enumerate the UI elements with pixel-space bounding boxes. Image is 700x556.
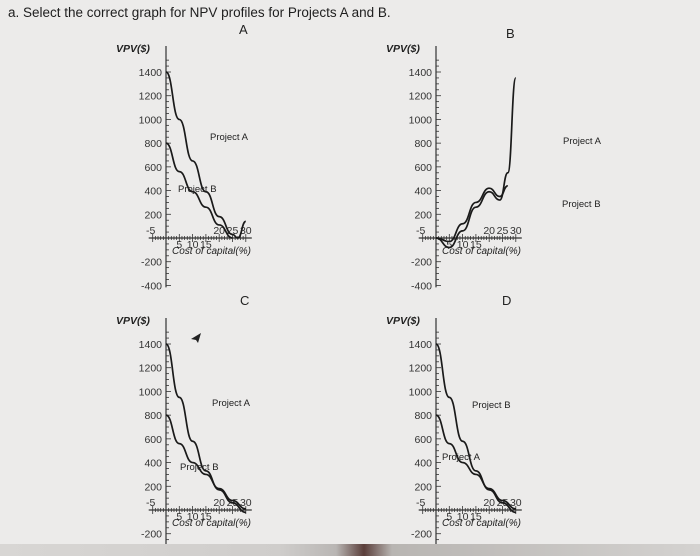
series-label: Project A (563, 136, 602, 147)
npv-chart-a[interactable]: VPV($) 1400 1200 1000 800 600 400 200 -200 -400 -5… (110, 40, 370, 292)
npv-chart-c[interactable]: VPV($)140012001000800600400200-200-400-5… (110, 312, 370, 556)
x-tick-label: 5 (446, 239, 452, 251)
y-tick-label: 1000 (409, 386, 433, 398)
chart-svg: VPV($) 1400 1200 1000 800 600 400 200 -200 -400 -5… (386, 43, 602, 292)
chart-svg: VPV($) 1400 1200 1000 800 600 400 200 -200 -400 -5… (116, 43, 252, 292)
y-axis-title: VPV($) (116, 315, 150, 327)
x-tick-label: 5 (176, 511, 182, 523)
x-axis-title: Cost of capital(%) (442, 246, 521, 257)
series-label: Project B (178, 184, 217, 195)
y-tick-label: 1200 (139, 91, 163, 103)
x-tick-label: 20 (213, 497, 225, 509)
x-tick-label: 20 (483, 225, 495, 237)
series-line-project-b (165, 142, 233, 239)
y-tick-label: 600 (414, 434, 432, 446)
y-tick-label: 1200 (139, 363, 163, 375)
x-tick-label: 15 (470, 511, 482, 523)
series-line-project-b (165, 414, 246, 510)
series-label: Project A (210, 132, 249, 143)
series-label: Project B (180, 462, 219, 473)
x-tick-label: 10 (187, 511, 199, 523)
y-tick-label: -200 (411, 257, 432, 269)
y-tick-label: 400 (144, 458, 162, 470)
x-tick-label: 25 (497, 225, 509, 237)
series-label: Project B (472, 400, 511, 411)
y-tick-label: 200 (414, 481, 432, 493)
npv-chart-d[interactable]: VPV($)140012001000800600400200-200-400-5… (380, 312, 640, 556)
y-tick-label: 1400 (139, 67, 163, 79)
y-tick-label: 1400 (409, 339, 433, 351)
x-tick-label: -5 (146, 225, 155, 237)
y-tick-label: 400 (414, 458, 432, 470)
y-tick-label: 1200 (409, 363, 433, 375)
x-tick-label: -5 (416, 225, 425, 237)
series-label: Project B (562, 199, 601, 210)
y-axis-title: VPV($) (386, 315, 420, 327)
y-tick-label: -400 (141, 280, 162, 292)
y-tick-label: 600 (414, 162, 432, 174)
npv-chart-b[interactable]: VPV($) 1400 1200 1000 800 600 400 200 -200 -400 -5… (380, 40, 640, 292)
x-tick-label: 5 (176, 239, 182, 251)
series-line-project-b (435, 343, 516, 514)
series-line-project-a (165, 71, 247, 239)
panel-letter-d: D (502, 293, 512, 308)
y-tick-label: 1400 (409, 67, 433, 79)
x-tick-label: 25 (227, 225, 239, 237)
x-tick-label: -5 (146, 497, 155, 509)
question-text: a. Select the correct graph for NPV prof… (8, 5, 391, 20)
series-label: Project A (212, 398, 251, 409)
x-tick-label: 20 (483, 497, 495, 509)
x-tick-label: 10 (187, 239, 199, 251)
x-tick-label: 5 (446, 511, 452, 523)
x-tick-label: 10 (457, 511, 469, 523)
panel-letter-b: B (506, 26, 515, 41)
series-line-project-a (435, 414, 516, 510)
y-tick-label: -200 (141, 257, 162, 269)
series-label: Project A (442, 452, 481, 463)
y-tick-label: 800 (144, 138, 162, 150)
y-tick-label: 1200 (409, 91, 433, 103)
y-tick-label: 800 (414, 410, 432, 422)
y-tick-label: 400 (144, 186, 162, 198)
x-axis-title: Cost of capital(%) (442, 518, 521, 529)
y-tick-label: 200 (144, 481, 162, 493)
x-tick-label: 30 (240, 497, 252, 509)
chart-svg: VPV($)140012001000800600400200-200-400-5… (116, 315, 252, 556)
series-line-project-a (165, 343, 246, 514)
x-axis-title: Cost of capital(%) (172, 518, 251, 529)
y-axis-title: VPV($) (116, 43, 150, 55)
y-tick-label: 1000 (139, 114, 163, 126)
series-line-project-b (435, 184, 509, 243)
y-tick-label: 1400 (139, 339, 163, 351)
y-tick-label: 800 (144, 410, 162, 422)
y-axis-title: VPV($) (386, 43, 420, 55)
panel-letter-a: A (239, 22, 248, 37)
x-axis-title: Cost of capital(%) (172, 246, 251, 257)
y-tick-label: 400 (414, 186, 432, 198)
panel-letter-c: C (240, 293, 250, 308)
series-line-project-a (435, 77, 517, 249)
x-tick-label: 20 (213, 225, 225, 237)
y-tick-label: 600 (144, 434, 162, 446)
y-tick-label: -200 (411, 529, 432, 541)
bottom-edge-strip (0, 544, 700, 556)
y-tick-label: 1000 (139, 386, 163, 398)
x-tick-label: -5 (416, 497, 425, 509)
mouse-cursor-icon (191, 333, 201, 343)
y-tick-label: 200 (414, 209, 432, 221)
x-tick-label: 30 (510, 497, 522, 509)
y-tick-label: 1000 (409, 114, 433, 126)
y-tick-label: -400 (411, 280, 432, 292)
y-tick-label: 800 (414, 138, 432, 150)
x-tick-label: 15 (470, 239, 482, 251)
x-tick-label: 30 (240, 225, 252, 237)
x-tick-label: 15 (200, 239, 212, 251)
y-tick-label: -200 (141, 529, 162, 541)
chart-svg: VPV($)140012001000800600400200-200-400-5… (386, 315, 522, 556)
y-tick-label: 200 (144, 209, 162, 221)
y-tick-label: 600 (144, 162, 162, 174)
x-tick-label: 30 (510, 225, 522, 237)
x-tick-label: 10 (457, 239, 469, 251)
x-tick-label: 15 (200, 511, 212, 523)
